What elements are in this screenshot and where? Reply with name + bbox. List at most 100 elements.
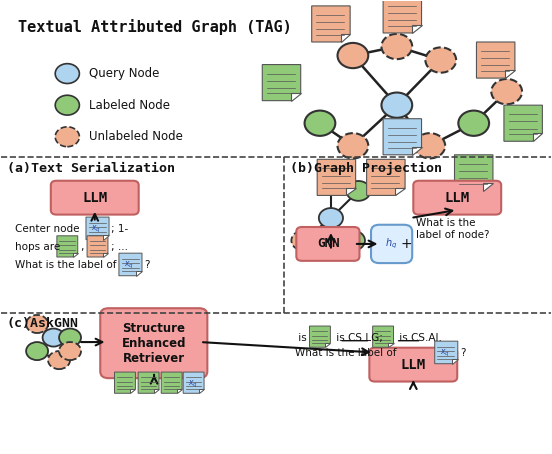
Text: ?: ?: [460, 348, 466, 358]
Text: ?: ?: [144, 260, 150, 270]
Text: ; ...: ; ...: [112, 242, 128, 252]
Text: LLM: LLM: [401, 358, 426, 372]
Text: Query Node: Query Node: [89, 67, 160, 80]
Circle shape: [337, 133, 368, 158]
Polygon shape: [291, 93, 301, 101]
Text: What is the label of: What is the label of: [295, 348, 400, 358]
Polygon shape: [452, 359, 458, 364]
Polygon shape: [412, 147, 422, 155]
Circle shape: [415, 133, 445, 158]
Circle shape: [381, 93, 412, 118]
Circle shape: [55, 64, 79, 84]
Polygon shape: [130, 389, 135, 393]
FancyBboxPatch shape: [51, 181, 139, 215]
Circle shape: [291, 231, 316, 251]
Polygon shape: [383, 118, 422, 155]
Polygon shape: [435, 341, 458, 364]
Polygon shape: [367, 159, 405, 195]
Circle shape: [48, 351, 70, 369]
Circle shape: [341, 231, 365, 251]
Circle shape: [43, 329, 65, 346]
Text: hops are: hops are: [15, 242, 63, 252]
Text: Structure
Enhanced
Retriever: Structure Enhanced Retriever: [122, 322, 187, 365]
Polygon shape: [114, 372, 135, 393]
Circle shape: [346, 181, 370, 201]
Polygon shape: [310, 326, 331, 347]
Polygon shape: [86, 217, 109, 240]
Polygon shape: [72, 253, 78, 257]
Polygon shape: [476, 42, 515, 78]
Text: is CS.LG;: is CS.LG;: [332, 332, 386, 343]
Polygon shape: [138, 372, 159, 393]
FancyBboxPatch shape: [296, 227, 359, 261]
Text: (c)AskGNN: (c)AskGNN: [7, 317, 79, 330]
Circle shape: [319, 172, 343, 192]
Text: $x_q$: $x_q$: [188, 379, 198, 390]
Polygon shape: [504, 105, 543, 141]
Circle shape: [55, 95, 79, 115]
Text: LLM: LLM: [445, 191, 470, 205]
Text: is: is: [295, 332, 310, 343]
Text: Unlabeled Node: Unlabeled Node: [89, 130, 183, 143]
Text: $h_q$: $h_q$: [385, 237, 397, 251]
Polygon shape: [103, 253, 108, 257]
Circle shape: [319, 208, 343, 228]
Polygon shape: [533, 133, 543, 141]
Circle shape: [491, 79, 522, 104]
Text: (a)Text Serialization: (a)Text Serialization: [7, 162, 175, 175]
Polygon shape: [183, 372, 204, 393]
Polygon shape: [262, 64, 301, 101]
Circle shape: [59, 342, 81, 360]
FancyBboxPatch shape: [369, 348, 457, 381]
Polygon shape: [454, 155, 493, 191]
Polygon shape: [199, 389, 204, 393]
Circle shape: [426, 47, 456, 73]
Circle shape: [59, 329, 81, 346]
Circle shape: [26, 315, 48, 333]
Polygon shape: [373, 326, 394, 347]
Text: +: +: [400, 237, 412, 251]
Text: $x_q$: $x_q$: [124, 260, 134, 271]
Polygon shape: [136, 271, 142, 276]
Polygon shape: [412, 25, 422, 33]
Polygon shape: [317, 159, 355, 195]
Text: LLM: LLM: [82, 191, 107, 205]
Text: What is the label of: What is the label of: [15, 260, 120, 270]
Polygon shape: [312, 6, 350, 42]
Polygon shape: [154, 389, 159, 393]
Polygon shape: [57, 236, 78, 257]
FancyBboxPatch shape: [100, 308, 208, 378]
Text: Center node: Center node: [15, 224, 83, 234]
Text: $x_q$: $x_q$: [91, 224, 101, 235]
FancyBboxPatch shape: [413, 181, 501, 215]
Text: Textual Attributed Graph (TAG): Textual Attributed Graph (TAG): [18, 20, 291, 35]
Polygon shape: [395, 188, 405, 195]
Text: ,: ,: [81, 242, 88, 252]
Polygon shape: [346, 188, 355, 195]
Circle shape: [55, 127, 79, 147]
Polygon shape: [161, 372, 182, 393]
Polygon shape: [388, 343, 394, 347]
Polygon shape: [87, 236, 108, 257]
Polygon shape: [505, 70, 515, 78]
Polygon shape: [484, 183, 493, 191]
Text: GNN: GNN: [317, 237, 339, 251]
Text: is CS.AI.: is CS.AI.: [396, 332, 442, 343]
FancyBboxPatch shape: [371, 225, 412, 263]
Polygon shape: [103, 235, 109, 240]
Polygon shape: [177, 389, 182, 393]
Polygon shape: [383, 0, 422, 33]
Polygon shape: [325, 343, 331, 347]
Circle shape: [26, 342, 48, 360]
Polygon shape: [341, 34, 350, 42]
Circle shape: [458, 111, 489, 136]
Text: What is the
label of node?: What is the label of node?: [416, 218, 490, 240]
Text: $x_q$: $x_q$: [440, 348, 450, 360]
Circle shape: [305, 111, 335, 136]
Polygon shape: [119, 253, 142, 276]
Circle shape: [337, 43, 368, 68]
Text: Labeled Node: Labeled Node: [89, 99, 170, 112]
Text: (b)Graph Projection: (b)Graph Projection: [290, 162, 442, 175]
Text: ; 1-: ; 1-: [112, 224, 129, 234]
Circle shape: [381, 34, 412, 59]
